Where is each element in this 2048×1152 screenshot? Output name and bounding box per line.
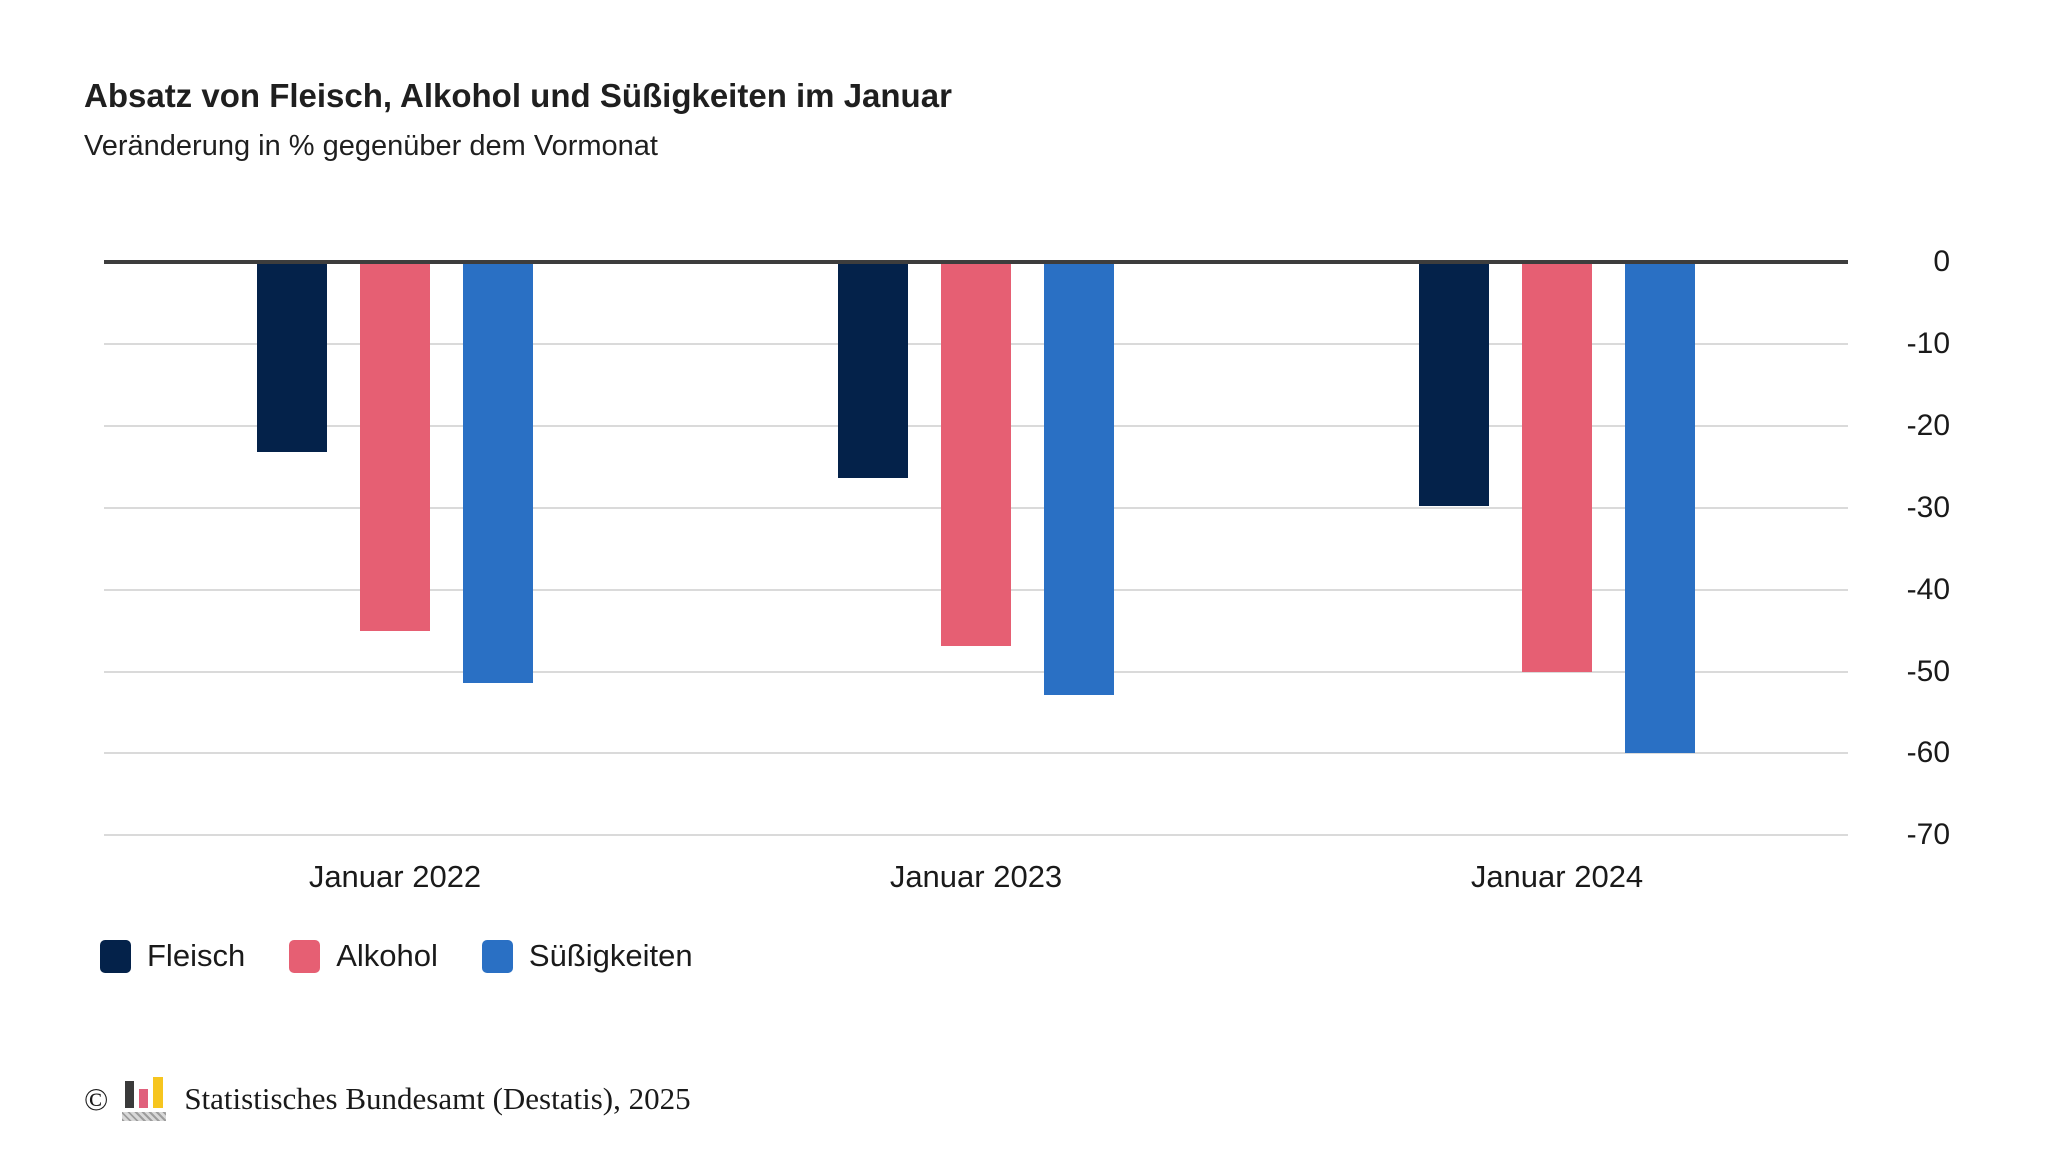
x-axis-category-label: Januar 2023	[889, 859, 1063, 894]
y-axis-tick-label: -30	[1906, 490, 1950, 524]
gridline	[104, 670, 1848, 673]
y-axis-tick-label: -10	[1906, 326, 1950, 360]
x-axis-category-label: Januar 2022	[308, 859, 482, 894]
zero-baseline	[104, 260, 1848, 264]
gridline	[104, 834, 1848, 837]
legend-label: Alkohol	[336, 938, 438, 973]
legend-label: Süßigkeiten	[528, 938, 693, 973]
chart-subtitle: Veränderung in % gegenüber dem Vormonat	[84, 130, 658, 162]
source-text: Statistisches Bundesamt (Destatis), 2025	[184, 1081, 691, 1116]
chart-title: Absatz von Fleisch, Alkohol und Süßigkei…	[84, 77, 952, 114]
gridline	[104, 752, 1848, 755]
bar-fleisch-januar-2024	[1419, 262, 1489, 506]
bar-s-igkeiten-januar-2024	[1625, 262, 1695, 753]
source-footer: © Statistisches Bundesamt (Destatis), 20…	[84, 1076, 691, 1122]
bar-alkohol-januar-2023	[941, 262, 1011, 646]
bar-s-igkeiten-januar-2022	[463, 262, 533, 683]
legend-label: Fleisch	[147, 938, 246, 973]
y-axis-tick-label: -40	[1906, 572, 1950, 606]
copyright-symbol: ©	[84, 1081, 109, 1117]
x-axis-category-label: Januar 2024	[1470, 859, 1644, 894]
legend-swatch-fleisch	[100, 939, 131, 973]
destatis-logo-icon	[122, 1076, 170, 1122]
legend-item-s-igkeiten: Süßigkeiten	[481, 938, 693, 974]
chart-legend: Fleisch Alkohol Süßigkeiten	[100, 938, 693, 974]
y-axis-tick-label: -70	[1906, 818, 1950, 852]
y-axis-tick-label: -60	[1906, 736, 1950, 770]
legend-item-alkohol: Alkohol	[289, 938, 438, 974]
legend-swatch-s-igkeiten	[481, 939, 513, 973]
bar-fleisch-januar-2022	[257, 262, 327, 452]
bar-s-igkeiten-januar-2023	[1044, 262, 1114, 695]
legend-item-fleisch: Fleisch	[100, 938, 245, 974]
legend-swatch-alkohol	[289, 939, 321, 973]
bar-alkohol-januar-2022	[360, 262, 430, 631]
bar-fleisch-januar-2023	[838, 262, 908, 478]
y-axis-tick-label: -20	[1906, 408, 1950, 442]
bar-alkohol-januar-2024	[1522, 262, 1592, 672]
y-axis-tick-label: 0	[1933, 245, 1950, 278]
y-axis-tick-label: -50	[1906, 654, 1950, 688]
